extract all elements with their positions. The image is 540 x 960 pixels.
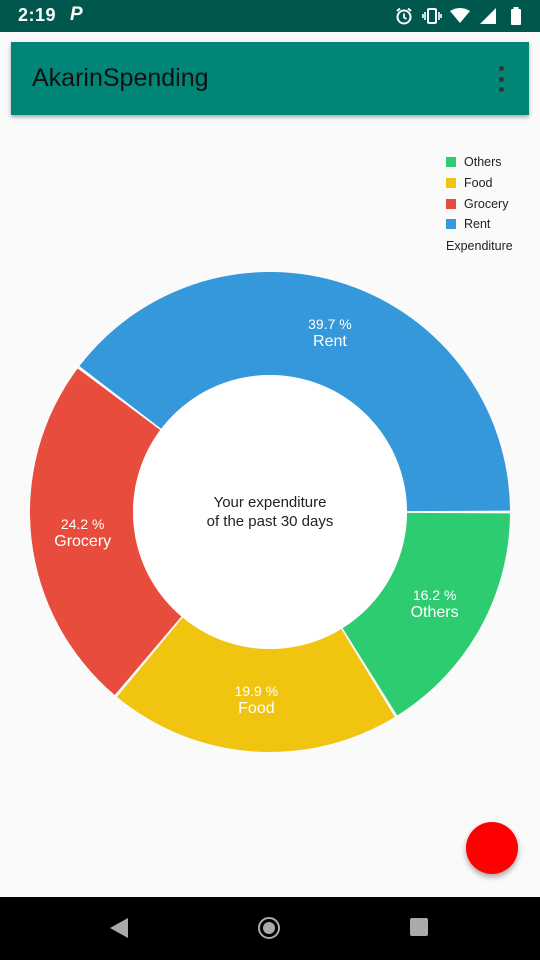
signal-icon <box>478 6 498 26</box>
legend-item-others: Others <box>446 152 513 173</box>
slice-category-label: Food <box>238 700 275 717</box>
slice-label-grocery: 24.2 % Grocery <box>23 515 143 551</box>
slice-category-label: Rent <box>313 333 347 351</box>
legend-label: Grocery <box>464 196 509 211</box>
status-icons <box>394 6 526 26</box>
pie-slice-grocery[interactable] <box>29 368 182 696</box>
navigation-bar <box>0 897 540 960</box>
donut-chart[interactable] <box>0 115 540 815</box>
status-time: 2:19 <box>18 5 57 25</box>
pie-slice-food[interactable] <box>116 617 395 752</box>
legend-item-rent: Rent <box>446 214 513 235</box>
slice-label-others: 16.2 % Others <box>375 586 495 622</box>
slice-percent-label: 39.7 % <box>308 316 352 333</box>
recents-icon[interactable] <box>410 918 428 936</box>
alarm-icon <box>394 6 414 26</box>
app-title: AkarinSpending <box>32 64 209 92</box>
more-vert-icon[interactable] <box>491 66 511 92</box>
slice-percent-label: 24.2 % <box>60 516 105 533</box>
home-icon[interactable] <box>258 917 280 939</box>
chart-center-text: Your expenditure of the past 30 days <box>170 493 370 531</box>
pie-slice-rent[interactable] <box>79 271 510 512</box>
center-text-line2: of the past 30 days <box>206 513 334 530</box>
legend-label: Rent <box>464 217 491 232</box>
status-bar: 2:19 P <box>0 0 540 32</box>
vibrate-icon <box>422 6 442 26</box>
slice-category-label: Others <box>410 603 459 621</box>
legend-swatch <box>446 178 456 189</box>
slice-label-rent: 39.7 % Rent <box>270 315 390 351</box>
wifi-icon <box>450 6 470 26</box>
slice-label-food: 19.9 % Food <box>196 682 316 718</box>
slice-percent-label: 16.2 % <box>412 586 457 603</box>
slice-percent-label: 19.9 % <box>234 683 279 699</box>
slice-category-label: Grocery <box>54 533 112 551</box>
center-text-line1: Your expenditure <box>213 494 327 511</box>
add-expense-button[interactable] <box>466 822 518 874</box>
p-icon: P <box>70 4 83 25</box>
donut-hole <box>133 375 407 649</box>
legend-swatch <box>446 219 456 230</box>
legend-description: Expenditure <box>446 238 513 253</box>
chart-legend: Others Food Grocery Rent Expenditure <box>446 152 513 256</box>
legend-item-grocery: Grocery <box>446 193 513 214</box>
legend-swatch <box>446 198 456 209</box>
back-icon[interactable] <box>110 918 128 938</box>
battery-icon <box>506 6 526 26</box>
legend-swatch <box>446 157 456 168</box>
legend-label: Others <box>464 155 502 170</box>
legend-label: Food <box>464 176 493 191</box>
legend-item-food: Food <box>446 173 513 194</box>
pie-slice-others[interactable] <box>342 512 510 716</box>
app-bar: AkarinSpending <box>11 42 529 115</box>
